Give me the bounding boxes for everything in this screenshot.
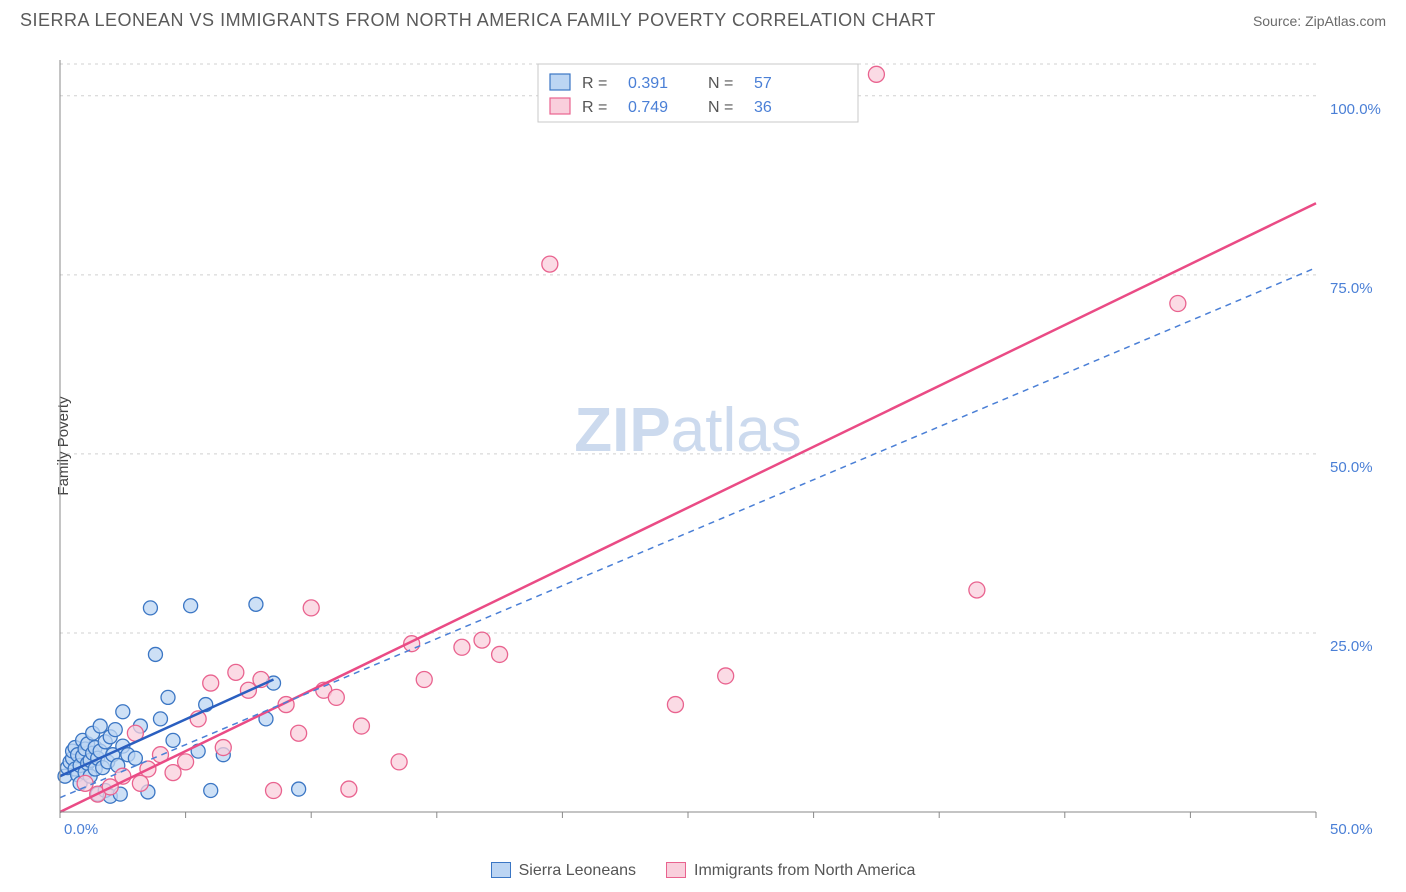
data-point: [266, 783, 282, 799]
data-point: [868, 66, 884, 82]
legend-n-value: 36: [754, 99, 772, 116]
legend-item: Immigrants from North America: [666, 862, 915, 880]
legend-r-value: 0.391: [628, 75, 668, 92]
y-tick-label: 100.0%: [1330, 101, 1381, 118]
data-point: [292, 782, 306, 796]
data-point: [416, 672, 432, 688]
data-point: [291, 725, 307, 741]
data-point: [108, 723, 122, 737]
data-point: [474, 632, 490, 648]
legend-swatch: [666, 862, 686, 878]
data-point: [228, 664, 244, 680]
data-point: [165, 765, 181, 781]
legend-label: Immigrants from North America: [694, 862, 915, 879]
data-point: [161, 690, 175, 704]
x-tick-label: 50.0%: [1330, 821, 1373, 838]
data-point: [184, 599, 198, 613]
data-point: [454, 639, 470, 655]
legend-label: Sierra Leoneans: [519, 862, 636, 879]
legend-n-value: 57: [754, 75, 772, 92]
data-point: [148, 647, 162, 661]
data-point: [204, 784, 218, 798]
data-point: [93, 719, 107, 733]
data-point: [143, 601, 157, 615]
legend-n-label: N =: [708, 75, 733, 92]
trend-line: [60, 268, 1316, 798]
data-point: [492, 646, 508, 662]
data-point: [1170, 296, 1186, 312]
data-point: [153, 712, 167, 726]
legend-r-label: R =: [582, 99, 607, 116]
data-point: [215, 740, 231, 756]
data-point: [77, 775, 93, 791]
correlation-chart: 25.0% 50.0% 75.0% 100.0% ZIPatlas 0.0% 50.0% R …: [50, 50, 1386, 842]
data-point: [249, 597, 263, 611]
data-point: [116, 705, 130, 719]
y-tick-label: 50.0%: [1330, 459, 1373, 476]
data-point: [132, 775, 148, 791]
data-point: [203, 675, 219, 691]
data-point: [178, 754, 194, 770]
data-point: [353, 718, 369, 734]
legend-n-label: N =: [708, 99, 733, 116]
y-tick-label: 75.0%: [1330, 280, 1373, 297]
data-point: [542, 256, 558, 272]
data-point: [718, 668, 734, 684]
y-tick-label: 25.0%: [1330, 638, 1373, 655]
data-point: [969, 582, 985, 598]
bottom-legend: Sierra Leoneans Immigrants from North Ame…: [0, 862, 1406, 880]
chart-title: SIERRA LEONEAN VS IMMIGRANTS FROM NORTH …: [20, 10, 936, 31]
data-point: [166, 733, 180, 747]
data-point: [667, 697, 683, 713]
legend-swatch: [550, 74, 570, 90]
source-text: Source: ZipAtlas.com: [1253, 13, 1386, 29]
legend-item: Sierra Leoneans: [491, 862, 636, 880]
legend-swatch: [491, 862, 511, 878]
x-tick-label: 0.0%: [64, 821, 98, 838]
data-point: [391, 754, 407, 770]
trend-line: [60, 203, 1316, 812]
data-point: [128, 751, 142, 765]
legend-r-label: R =: [582, 75, 607, 92]
legend-r-value: 0.749: [628, 99, 668, 116]
data-point: [328, 689, 344, 705]
data-point: [341, 781, 357, 797]
watermark: ZIPatlas: [574, 396, 801, 465]
data-point: [303, 600, 319, 616]
legend-swatch: [550, 98, 570, 114]
